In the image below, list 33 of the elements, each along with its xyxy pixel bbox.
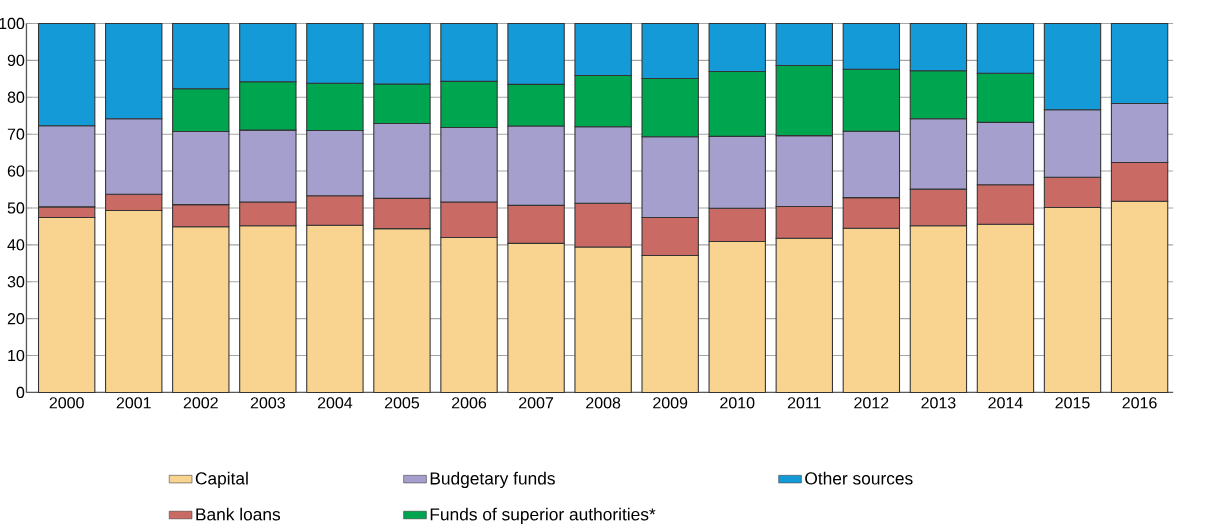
legend-label: Other sources [805,471,913,485]
x-tick-label: 2016 [1122,397,1157,409]
y-tick-label: 10 [8,349,25,362]
x-tick-label: 2002 [183,397,218,409]
y-tick-label: 100 [0,17,25,30]
x-tick-label: 2013 [921,397,956,409]
x-tick-label: 2014 [988,397,1023,409]
legend-label: Budgetary funds [430,471,555,489]
x-tick-label: 2008 [586,397,621,409]
x-tick-label: 2007 [519,397,554,409]
x-tick-label: 2003 [250,397,285,409]
y-tick-label: 40 [7,239,25,251]
y-tick-label: 0 [16,386,25,399]
x-tick-label: 2001 [116,397,151,409]
x-tick-label: 2005 [384,397,420,409]
x-tick-label: 2015 [1055,397,1090,409]
y-tick-label: 20 [7,313,25,325]
y-tick-label: 70 [7,128,25,140]
x-tick-label: 2006 [452,397,487,409]
x-tick-label: 2012 [854,397,889,409]
y-tick-label: 30 [7,276,25,288]
y-tick-label: 90 [7,54,25,67]
x-tick-label: 2009 [653,397,688,409]
y-tick-label: 80 [7,91,25,103]
x-tick-label: 2004 [317,397,353,409]
legend-label: Bank loans [196,507,281,521]
y-tick-label: 60 [7,165,25,177]
x-tick-label: 2011 [787,397,821,409]
x-tick-label: 2010 [720,397,755,409]
x-tick-label: 2000 [49,397,84,409]
legend-label: Funds of superior authorities* [430,507,656,524]
y-tick-label: 50 [7,202,25,214]
legend-label: Capital [195,471,248,489]
